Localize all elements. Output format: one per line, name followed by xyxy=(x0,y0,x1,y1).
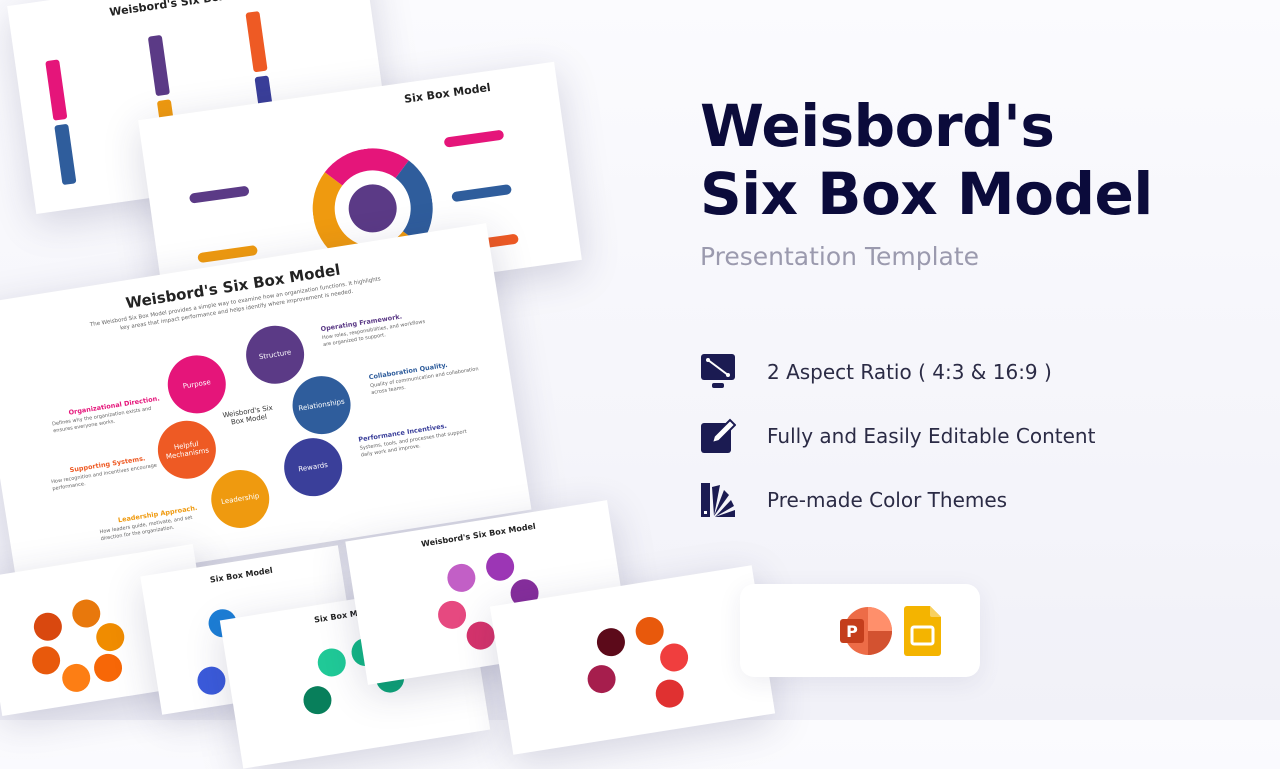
box-rewards: Rewards xyxy=(279,433,347,501)
feature-label: 2 Aspect Ratio ( 4:3 & 16:9 ) xyxy=(767,360,1052,384)
slide-title: Weisbord's Six Box Model xyxy=(108,0,268,19)
feature-aspect-ratio: 2 Aspect Ratio ( 4:3 & 16:9 ) xyxy=(700,354,1052,390)
edit-pencil-icon xyxy=(701,418,736,453)
hero: Weisbord's Six Box Model Presentation Te… xyxy=(700,92,1153,271)
box-purpose: Purpose xyxy=(163,351,230,418)
center-label: Weisbord's Six Box Model xyxy=(222,403,274,427)
google-slides-icon xyxy=(904,605,941,656)
hero-title-line2: Six Box Model xyxy=(700,160,1153,228)
hero-subtitle: Presentation Template xyxy=(700,242,980,271)
feature-label: Fully and Easily Editable Content xyxy=(767,424,1096,448)
svg-text:P: P xyxy=(846,622,858,641)
monitor-resize-icon xyxy=(701,354,735,388)
feature-color-themes: Pre-made Color Themes xyxy=(700,482,1007,518)
box-leadership: Leadership xyxy=(207,465,274,533)
hero-title-line1: Weisbord's xyxy=(700,92,1055,160)
powerpoint-icon: P xyxy=(840,606,892,655)
box-helpful-mechanisms: Helpful Mechanisms xyxy=(153,416,221,483)
color-swatch-icon xyxy=(701,483,735,517)
app-compatibility-card: P xyxy=(740,584,980,677)
box-structure: Structure xyxy=(241,321,309,388)
box-relationships: Relationships xyxy=(288,371,355,439)
hero-title: Weisbord's Six Box Model xyxy=(700,92,1153,228)
feature-editable: Fully and Easily Editable Content xyxy=(700,418,1095,454)
feature-label: Pre-made Color Themes xyxy=(767,488,1008,512)
